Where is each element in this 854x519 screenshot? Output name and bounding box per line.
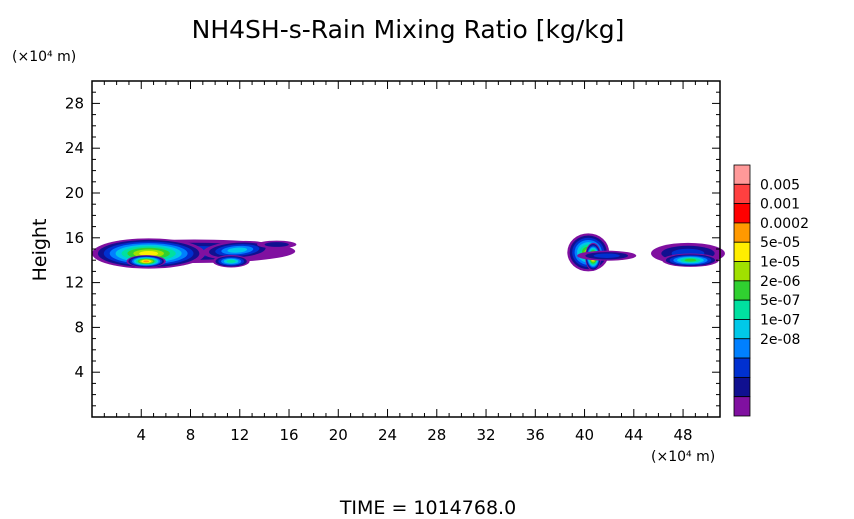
x-tick-label: 16 <box>279 426 298 444</box>
contour-level-3-4 <box>227 247 248 253</box>
colorbar-cell <box>733 299 751 320</box>
colorbar-label: 0.0002 <box>760 216 809 232</box>
y-tick-label: 28 <box>65 94 84 112</box>
x-tick-label: 32 <box>476 426 495 444</box>
contour-level-5-1 <box>264 242 289 247</box>
colorbar-cell <box>733 338 751 359</box>
colorbar-cell <box>733 164 751 185</box>
contour-level-2-9 <box>143 260 150 263</box>
colorbar-label: 1e-05 <box>760 255 800 271</box>
contour-level-1-8 <box>139 250 159 256</box>
colorbar-cell <box>733 241 751 262</box>
x-tick-label: 8 <box>186 426 196 444</box>
chart-title: NH4SH-s-Rain Mixing Ratio [kg/kg] <box>192 15 625 44</box>
colorbar-label: 5e-05 <box>760 235 800 251</box>
colorbar-label: 5e-07 <box>760 293 800 309</box>
y-unit-label: (×10⁴ m) <box>12 49 76 65</box>
y-tick-label: 16 <box>65 229 84 247</box>
colorbar-cell <box>733 357 751 378</box>
contour-field <box>92 233 725 272</box>
contour-level-4-5 <box>226 259 236 263</box>
x-tick-label: 44 <box>624 426 643 444</box>
x-tick-label: 12 <box>230 426 249 444</box>
colorbar-cell <box>733 261 751 282</box>
x-tick-label: 48 <box>674 426 693 444</box>
colorbar-label: 0.005 <box>760 177 800 193</box>
y-tick-label: 12 <box>65 274 84 292</box>
colorbar-label: 2e-06 <box>760 274 800 290</box>
x-tick-label: 20 <box>329 426 348 444</box>
colorbar-cell <box>733 319 751 340</box>
x-tick-label: 40 <box>575 426 594 444</box>
x-tick-label: 36 <box>526 426 545 444</box>
y-axis-label: Height <box>29 219 51 282</box>
y-tick-label: 20 <box>65 184 84 202</box>
colorbar-cell <box>733 222 751 243</box>
x-tick-label: 24 <box>378 426 397 444</box>
colorbar-label: 1e-07 <box>760 312 800 328</box>
time-label: TIME = 1014768.0 <box>339 497 516 519</box>
colorbar-cell <box>733 280 751 301</box>
contour-level-10-6 <box>684 258 697 262</box>
colorbar-label: 0.001 <box>760 197 800 213</box>
colorbar-label: 2e-08 <box>760 332 800 348</box>
colorbar-cell <box>733 203 751 224</box>
y-tick-label: 8 <box>74 318 84 336</box>
colorbar: 0.005 0.001 0.0002 5e-05 1e-05 2e-06 5e-07 1e-0… <box>733 164 809 417</box>
x-unit-label: (×10⁴ m) <box>651 449 715 465</box>
y-tick-label: 4 <box>74 363 84 381</box>
x-tick-label: 4 <box>136 426 146 444</box>
y-tick-label: 24 <box>65 139 84 157</box>
colorbar-cell <box>733 183 751 205</box>
colorbar-cell <box>733 396 751 417</box>
contour-level-8-2 <box>593 253 620 258</box>
x-tick-label: 28 <box>427 426 446 444</box>
colorbar-cell <box>733 376 751 398</box>
